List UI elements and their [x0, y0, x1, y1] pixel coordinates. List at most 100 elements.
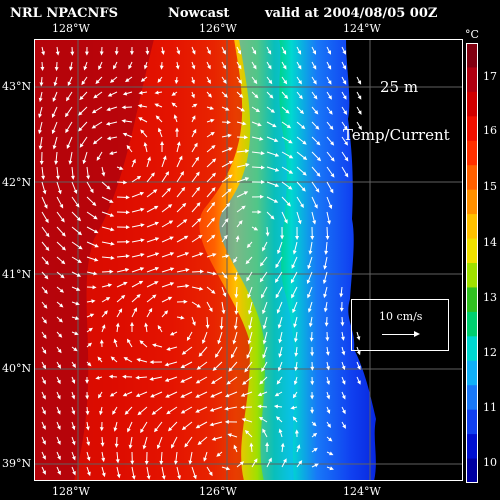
current-vector-head	[340, 322, 345, 327]
current-vector-head	[98, 65, 102, 71]
current-vector-head	[101, 324, 106, 329]
current-vector-head	[42, 349, 47, 355]
current-vector-head	[212, 366, 217, 371]
current-vector-head	[84, 51, 89, 56]
colorbar-segment	[466, 311, 478, 337]
current-vector-head	[273, 199, 279, 203]
current-vector-head	[61, 232, 66, 237]
current-vector-head	[107, 92, 113, 97]
current-vector-head	[328, 437, 333, 442]
current-vector-head	[125, 195, 130, 200]
current-vector-head	[207, 79, 211, 84]
current-vector-head	[131, 475, 136, 480]
current-vector-head	[312, 422, 317, 427]
current-vector-head	[183, 235, 189, 240]
current-vector-head	[328, 95, 332, 100]
current-vector-head	[288, 139, 293, 144]
current-vector-head	[42, 410, 46, 415]
current-vector-head	[91, 109, 97, 114]
current-vector-head	[167, 204, 173, 209]
current-vector-head	[99, 51, 104, 56]
current-vector-head	[147, 156, 151, 161]
lon-top-128: 128°W	[52, 22, 90, 35]
current-vector-head	[152, 189, 158, 194]
current-vector-head	[169, 331, 175, 336]
current-vector-head	[42, 334, 47, 339]
current-vector-head	[193, 103, 198, 108]
current-vector-head	[313, 447, 318, 452]
current-vector-head	[122, 132, 128, 137]
lat-40: 40°N	[2, 362, 32, 375]
current-vector-head	[185, 268, 190, 273]
current-vector-head	[58, 333, 63, 338]
colorbar-segment	[466, 67, 478, 93]
current-vector-head	[341, 351, 346, 356]
current-vector-head	[201, 339, 206, 345]
current-vector-head	[72, 363, 76, 368]
current-vector-head	[261, 293, 265, 299]
current-vector-head	[313, 95, 318, 100]
current-vector-head	[344, 157, 349, 162]
current-vector-head	[197, 217, 202, 223]
current-vector-head	[262, 246, 266, 252]
current-vector-head	[38, 145, 43, 150]
current-vector-head	[238, 79, 243, 84]
current-vector-head	[154, 281, 159, 285]
current-vector-head	[92, 201, 97, 207]
current-vector-head	[219, 325, 224, 330]
current-vector-head	[159, 460, 164, 465]
current-vector-head	[297, 50, 302, 55]
current-vector-head	[57, 379, 61, 385]
current-vector-head	[55, 51, 60, 56]
current-vector-head	[55, 175, 60, 180]
current-vector-head	[123, 281, 128, 286]
current-vector-head	[140, 252, 145, 257]
current-vector-head	[70, 175, 75, 180]
current-vector-head	[326, 409, 331, 414]
current-vector-head	[356, 336, 361, 341]
current-vector-head	[87, 362, 92, 367]
current-vector-head	[110, 255, 115, 260]
current-vector-head	[326, 366, 331, 371]
current-vector-head	[330, 141, 335, 146]
current-vector-head	[66, 144, 71, 149]
title-source: NRL NPACNFS	[10, 6, 118, 21]
current-vector-head	[293, 380, 298, 386]
current-vector-head	[42, 395, 46, 400]
title-valid-time: valid at 2004/08/05 00Z	[265, 6, 438, 21]
current-vector-head	[230, 354, 235, 359]
current-vector-head	[177, 475, 182, 480]
current-vector-head	[210, 131, 215, 136]
current-vector-head	[164, 362, 169, 367]
colorbar-segment	[466, 287, 478, 313]
current-vector-head	[154, 205, 159, 210]
current-vector-head	[357, 380, 361, 385]
current-vector-head	[130, 460, 135, 465]
current-vector-head	[125, 225, 130, 230]
current-vector-head	[109, 199, 114, 203]
current-vector-head	[157, 78, 162, 83]
current-vector-head	[217, 339, 222, 345]
current-vector-head	[247, 340, 252, 345]
current-vector-head	[125, 239, 130, 244]
current-vector-head	[115, 459, 120, 464]
current-vector-head	[160, 50, 165, 55]
current-vector-head	[195, 394, 200, 398]
temperature-current-map	[34, 39, 463, 481]
current-vector-head	[323, 308, 328, 313]
current-vector-head	[129, 321, 134, 326]
current-vector-head	[88, 327, 93, 332]
current-vector-head	[342, 65, 347, 70]
current-vector-head	[199, 269, 205, 274]
current-vector-head	[169, 252, 175, 256]
current-vector-head	[57, 364, 61, 369]
current-vector-head	[86, 441, 91, 446]
current-vector-head	[259, 380, 264, 385]
map-frame	[34, 39, 463, 481]
current-vector-head	[148, 307, 153, 313]
colorbar-segment	[466, 238, 478, 264]
current-vector-head	[292, 416, 297, 421]
colorbar-segment	[466, 116, 478, 142]
current-vector-head	[246, 354, 251, 359]
current-vector-head	[280, 235, 285, 240]
